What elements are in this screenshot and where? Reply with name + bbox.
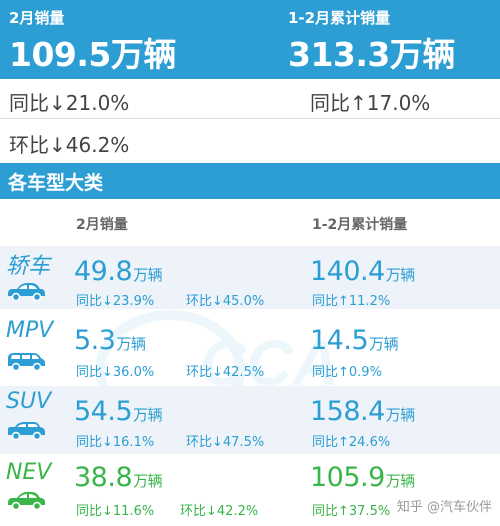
ytd-sales-value: 140.4万辆 xyxy=(310,256,415,287)
feb-yoy-change: 同比↓11.6% xyxy=(76,504,155,519)
feb-mom: 环比↓46.2% xyxy=(9,133,130,157)
source-credit: 知乎 @汽车伙伴 xyxy=(396,500,492,515)
vehicle-name: MPV xyxy=(6,318,54,343)
feb-sales-value: 38.8万辆 xyxy=(74,462,163,493)
mpv-icon xyxy=(8,353,45,371)
feb-mom-change: 环比↓45.0% xyxy=(186,294,265,309)
ytd-sales-value: 105.9万辆 xyxy=(310,462,415,493)
vehicle-name: 轿车 xyxy=(6,254,51,279)
section-title: 各车型大类 xyxy=(8,172,104,194)
feb-yoy-change: 同比↓36.0% xyxy=(76,365,155,380)
header-banner: 2月销量 109.5万辆 1-2月累计销量 313.3万辆 xyxy=(0,0,500,79)
ytd-yoy-change: 同比↑37.5% xyxy=(312,504,391,519)
feb-mom-change: 环比↓42.5% xyxy=(186,365,265,380)
feb-mom-change: 环比↓42.2% xyxy=(180,504,259,519)
summary-yoy-row: 同比↓21.0% 同比↑17.0% xyxy=(0,79,500,119)
nev-car-icon xyxy=(8,492,45,510)
ytd-yoy-change: 同比↑11.2% xyxy=(312,294,391,309)
suv-icon xyxy=(8,422,45,440)
sedan-icon xyxy=(8,283,45,301)
ytd-sales-total: 313.3万辆 xyxy=(288,35,455,74)
feb-sales-value: 49.8万辆 xyxy=(74,256,163,287)
column-header-ytd: 1-2月累计销量 xyxy=(312,217,408,233)
ytd-yoy-change: 同比↑0.9% xyxy=(312,365,382,380)
summary-mom-row: 环比↓46.2% xyxy=(0,120,500,163)
feb-sales-label: 2月销量 xyxy=(9,9,65,27)
vehicle-row-mpv: MPV 5.3万辆 同比↓36.0% 环比↓42.5% 14.5万辆 同比↑0.… xyxy=(0,309,500,386)
ytd-sales-value: 158.4万辆 xyxy=(310,396,415,427)
vehicle-row-nev: NEV 38.8万辆 同比↓11.6% 环比↓42.2% 105.9万辆 同比↑… xyxy=(0,454,500,526)
feb-sales-value: 5.3万辆 xyxy=(74,325,146,356)
column-header-feb: 2月销量 xyxy=(76,217,128,233)
vehicle-name: SUV xyxy=(6,389,52,414)
vehicle-row-sedan: 轿车 49.8万辆 同比↓23.9% 环比↓45.0% 140.4万辆 同比↑1… xyxy=(0,246,500,309)
vehicle-name: NEV xyxy=(6,460,52,485)
ytd-sales-label: 1-2月累计销量 xyxy=(288,9,391,27)
feb-sales-value: 54.5万辆 xyxy=(74,396,163,427)
section-header: 各车型大类 xyxy=(0,163,500,199)
ytd-sales-value: 14.5万辆 xyxy=(310,325,399,356)
ytd-yoy-change: 同比↑24.6% xyxy=(312,435,391,450)
ytd-yoy: 同比↑17.0% xyxy=(310,91,431,115)
vehicle-row-suv: SUV 54.5万辆 同比↓16.1% 环比↓47.5% 158.4万辆 同比↑… xyxy=(0,386,500,454)
feb-mom-change: 环比↓47.5% xyxy=(186,435,265,450)
feb-yoy: 同比↓21.0% xyxy=(9,91,130,115)
feb-yoy-change: 同比↓23.9% xyxy=(76,294,155,309)
feb-sales-total: 109.5万辆 xyxy=(9,35,176,74)
feb-yoy-change: 同比↓16.1% xyxy=(76,435,155,450)
